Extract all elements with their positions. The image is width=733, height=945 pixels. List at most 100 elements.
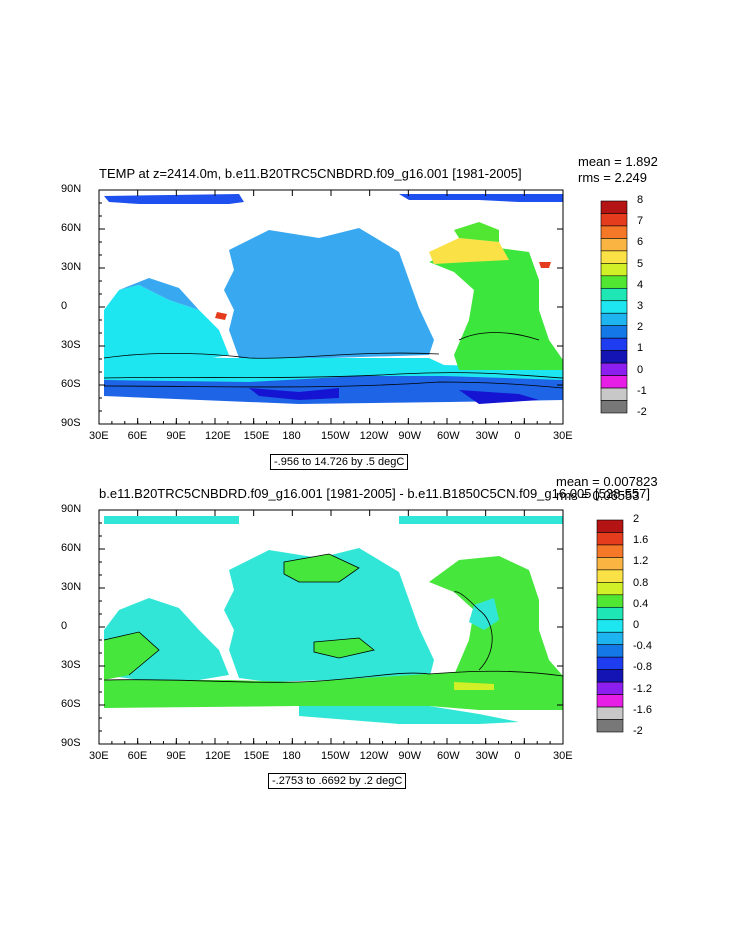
panel1-colorbar — [600, 200, 628, 414]
lon-label: 30E — [89, 750, 109, 762]
p2-deep-south — [299, 706, 519, 724]
colorbar-swatch — [596, 681, 624, 695]
colorbar-label: -1.2 — [633, 682, 652, 695]
lat-label: 30N — [61, 261, 82, 273]
lat-label: 60S — [61, 378, 81, 390]
p2-arctic — [104, 516, 239, 524]
lon-label: 120W — [359, 430, 389, 442]
p2-pacific-green — [284, 554, 359, 582]
colorbar-swatch — [600, 238, 628, 252]
colorbar-label: 0 — [637, 363, 644, 376]
lat-label: 60N — [61, 222, 82, 234]
p1-arctic-ocean-east — [399, 194, 563, 202]
colorbar-label: 1 — [637, 342, 644, 355]
lon-label: 150W — [321, 750, 350, 762]
colorbar-label: -1.6 — [633, 703, 652, 716]
colorbar-swatch — [596, 644, 624, 658]
p2-southern — [104, 670, 563, 710]
lat-label: 30S — [61, 339, 81, 351]
colorbar-label: 5 — [637, 257, 644, 270]
p2-indian-green — [104, 632, 159, 680]
p1-contour-1 — [103, 352, 440, 359]
colorbar-swatch — [596, 532, 624, 546]
lon-label: 180 — [282, 430, 301, 442]
colorbar-swatch — [600, 325, 628, 339]
colorbar-label: 1.6 — [633, 534, 649, 547]
p1-indian — [104, 285, 229, 360]
p1-atlantic-yellow — [429, 238, 509, 264]
lat-label: 90N — [61, 503, 82, 515]
colorbar-swatch — [600, 225, 628, 239]
lat-label: 90S — [61, 737, 81, 749]
colorbar-label: 3 — [637, 300, 644, 312]
colorbar-swatch — [600, 375, 628, 389]
lat-label: 90N — [61, 183, 82, 195]
lon-label: 120E — [205, 430, 231, 442]
colorbar-label: 2 — [633, 513, 640, 525]
colorbar-label: 0 — [633, 619, 640, 631]
colorbar-swatch — [600, 263, 628, 277]
p1-contour-4 — [458, 332, 540, 341]
p2-pacific-green-2 — [314, 638, 374, 658]
p1-indian-north — [119, 278, 199, 310]
panel2-ticks — [98, 509, 564, 745]
p1-contour-3 — [103, 381, 564, 389]
panel1-mean: mean = 1.892 — [578, 154, 658, 169]
colorbar-swatch — [600, 387, 628, 401]
lon-label: 60W — [437, 430, 460, 442]
lat-label: 30N — [61, 581, 82, 593]
colorbar-swatch — [596, 557, 624, 571]
lat-label: 60N — [61, 542, 82, 554]
colorbar-swatch — [596, 569, 624, 583]
lat-label: 90S — [61, 417, 81, 429]
colorbar-label: 1.2 — [633, 555, 649, 568]
panel1-rms: rms = 2.249 — [578, 170, 648, 185]
p1-arctic-ocean — [104, 194, 244, 204]
lon-label: 90W — [398, 430, 421, 442]
colorbar-swatch — [596, 656, 624, 670]
lon-label: 30W — [475, 430, 499, 442]
panel1-title: TEMP at z=2414.0m, b.e11.B20TRC5CNBDRD.f… — [99, 166, 522, 181]
colorbar-swatch — [600, 300, 628, 314]
colorbar-swatch — [596, 694, 624, 708]
colorbar-swatch — [596, 669, 624, 683]
colorbar-label: 0.8 — [633, 576, 649, 589]
p2-pacific — [224, 548, 434, 682]
colorbar-swatch — [596, 582, 624, 596]
colorbar-swatch — [600, 213, 628, 227]
lon-label: 30E — [553, 750, 573, 762]
lon-label: 90E — [166, 750, 186, 762]
colorbar-swatch — [596, 594, 624, 608]
p1-contour-2 — [103, 372, 564, 379]
lon-label: 150E — [243, 430, 270, 442]
colorbar-swatch — [600, 312, 628, 327]
panel1-map — [98, 189, 564, 425]
colorbar-swatch — [600, 350, 628, 364]
colorbar-swatch — [600, 200, 628, 214]
lat-label: 0 — [61, 300, 68, 312]
p2-contour-2 — [313, 637, 375, 659]
colorbar-swatch — [596, 631, 624, 646]
panel1-range: -.956 to 14.726 by .5 degC — [270, 454, 409, 470]
lon-label: 0 — [514, 430, 521, 442]
lon-label: 180 — [282, 750, 301, 762]
colorbar-label: 6 — [637, 236, 644, 249]
colorbar-swatch — [600, 362, 628, 376]
colorbar-swatch — [596, 606, 624, 621]
panel2-colorbar — [596, 519, 624, 733]
p1-very-deep-south-2 — [459, 390, 539, 404]
lon-label: 60W — [437, 750, 460, 762]
p1-atlantic — [429, 248, 563, 370]
lon-label: 60E — [127, 750, 148, 762]
p2-contour-3 — [103, 670, 564, 683]
panel2-mean: mean = 0.007823 — [556, 474, 658, 489]
p2-arctic-east — [399, 516, 563, 524]
panel2-title: b.e11.B20TRC5CNBDRD.f09_g16.001 [1981-20… — [99, 486, 650, 501]
colorbar-label: 0.4 — [633, 597, 649, 610]
p2-atlantic-yellow — [454, 682, 494, 690]
p1-atlantic-green-north — [454, 222, 499, 242]
p1-red-spot-east — [539, 262, 551, 268]
lon-label: 30E — [89, 430, 109, 442]
lon-label: 90W — [398, 750, 421, 762]
colorbar-swatch — [600, 250, 628, 264]
